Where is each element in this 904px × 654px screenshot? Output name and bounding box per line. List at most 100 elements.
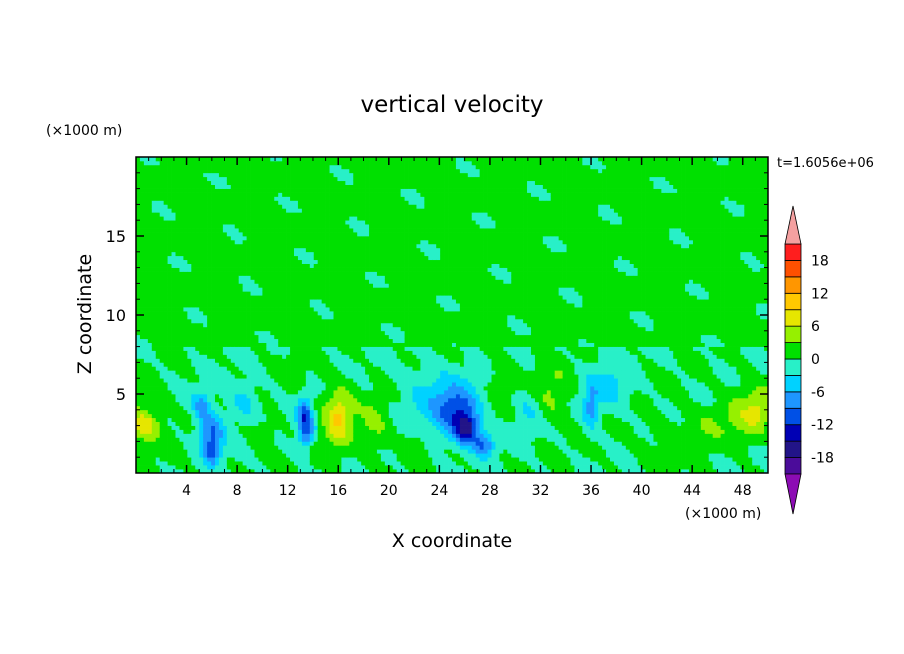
heatmap-cell (215, 160, 220, 166)
heatmap-cell (215, 354, 220, 359)
heatmap-cell (313, 449, 319, 454)
heatmap-cell (349, 318, 354, 324)
heatmap-cell (353, 267, 358, 272)
heatmap-cell (380, 421, 386, 426)
heatmap-cell (167, 429, 172, 434)
heatmap-cell (211, 243, 216, 249)
heatmap-cell (222, 449, 228, 454)
heatmap-cell (159, 188, 164, 193)
heatmap-cell (341, 445, 346, 450)
heatmap-cell (309, 445, 315, 450)
heatmap-cell (207, 453, 212, 458)
heatmap-cell (234, 461, 240, 466)
heatmap-cell (357, 417, 362, 422)
heatmap-cell (369, 326, 374, 332)
heatmap-cell (171, 449, 176, 454)
heatmap-cell (301, 295, 307, 300)
heatmap-cell (238, 243, 243, 249)
heatmap-cell (365, 172, 370, 178)
heatmap-cell (290, 394, 295, 399)
heatmap-cell (282, 437, 287, 442)
heatmap-cell (262, 449, 267, 454)
heatmap-cell (274, 445, 279, 450)
heatmap-cell (207, 168, 212, 174)
heatmap-cell (282, 449, 287, 454)
heatmap-cell (183, 425, 188, 430)
heatmap-cell (175, 457, 180, 462)
heatmap-cell (215, 342, 220, 347)
heatmap-cell (329, 232, 334, 237)
heatmap-cell (278, 251, 283, 257)
heatmap-cell (262, 394, 267, 399)
heatmap-cell (195, 469, 200, 474)
heatmap-cell (163, 279, 168, 284)
heatmap-cell (159, 224, 164, 229)
heatmap-cell (353, 401, 358, 407)
heatmap-cell (215, 232, 220, 237)
heatmap-cell (333, 263, 338, 268)
heatmap-cell (262, 334, 267, 340)
heatmap-cell (282, 232, 287, 237)
heatmap-cell (305, 212, 311, 217)
heatmap-cell (349, 224, 354, 229)
heatmap-cell (159, 243, 164, 249)
heatmap-cell (305, 461, 311, 466)
heatmap-cell (171, 212, 176, 217)
heatmap-cell (151, 421, 157, 426)
heatmap-cell (183, 239, 188, 245)
heatmap-cell (266, 236, 271, 241)
heatmap-cell (143, 315, 149, 320)
heatmap-cell (207, 370, 212, 375)
heatmap-cell (333, 239, 338, 245)
heatmap-cell (325, 334, 330, 340)
heatmap-cell (349, 362, 354, 367)
heatmap-cell (139, 311, 145, 316)
heatmap-cell (258, 307, 263, 312)
heatmap-cell (242, 330, 247, 336)
heatmap-cell (234, 176, 240, 182)
heatmap-cell (230, 417, 236, 422)
heatmap-cell (309, 164, 315, 170)
heatmap-cell (215, 318, 220, 324)
heatmap-cell (274, 318, 279, 324)
heatmap-cell (187, 457, 192, 462)
heatmap-cell (246, 378, 251, 383)
heatmap-cell (337, 469, 342, 474)
heatmap-cell (305, 449, 311, 454)
heatmap-cell (305, 216, 311, 221)
heatmap-cell (333, 176, 338, 182)
heatmap-cell (203, 259, 208, 264)
heatmap-cell (290, 208, 295, 213)
heatmap-cell (175, 160, 180, 166)
heatmap-cell (179, 287, 184, 292)
heatmap-cell (365, 188, 370, 193)
heatmap-cell (163, 164, 168, 170)
heatmap-cell (274, 350, 279, 355)
heatmap-cell (365, 220, 370, 225)
heatmap-cell (222, 315, 228, 320)
heatmap-cell (258, 255, 263, 261)
heatmap-cell (179, 220, 184, 225)
heatmap-cell (353, 228, 358, 233)
heatmap-cell (357, 247, 362, 253)
heatmap-cell (143, 469, 149, 474)
heatmap-cell (337, 279, 342, 284)
heatmap-cell (187, 453, 192, 458)
heatmap-cell (274, 386, 279, 391)
heatmap-cell (262, 287, 267, 292)
heatmap-cell (151, 232, 157, 237)
heatmap-cell (337, 409, 342, 415)
heatmap-cell (250, 243, 255, 249)
heatmap-cell (333, 232, 338, 237)
heatmap-cell (297, 200, 303, 205)
heatmap-cell (297, 247, 303, 253)
heatmap-cell (278, 239, 283, 245)
heatmap-cell (147, 200, 153, 205)
heatmap-cell (143, 338, 149, 343)
heatmap-cell (151, 315, 157, 320)
heatmap-cell (136, 291, 141, 296)
heatmap-cell (297, 409, 303, 415)
heatmap-cell (147, 461, 153, 466)
heatmap-cell (369, 184, 374, 189)
heatmap-cell (313, 160, 319, 166)
